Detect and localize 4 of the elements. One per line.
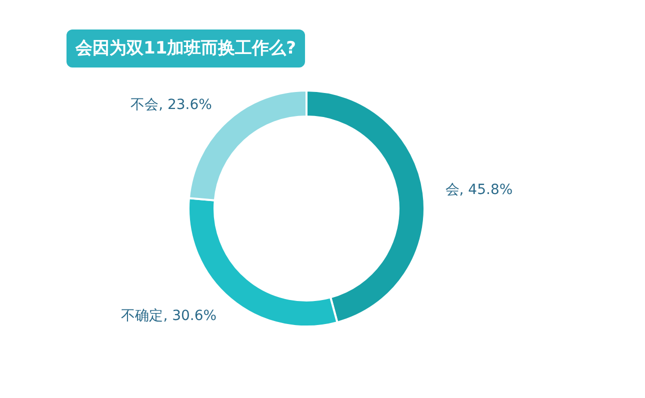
slice-label: 会, 45.8%	[445, 182, 513, 198]
slice-label: 不确定, 30.6%	[121, 308, 217, 324]
slice-label: 不会, 23.6%	[130, 97, 212, 114]
chart-title: 会因为双11加班而换工作么?	[74, 38, 296, 58]
